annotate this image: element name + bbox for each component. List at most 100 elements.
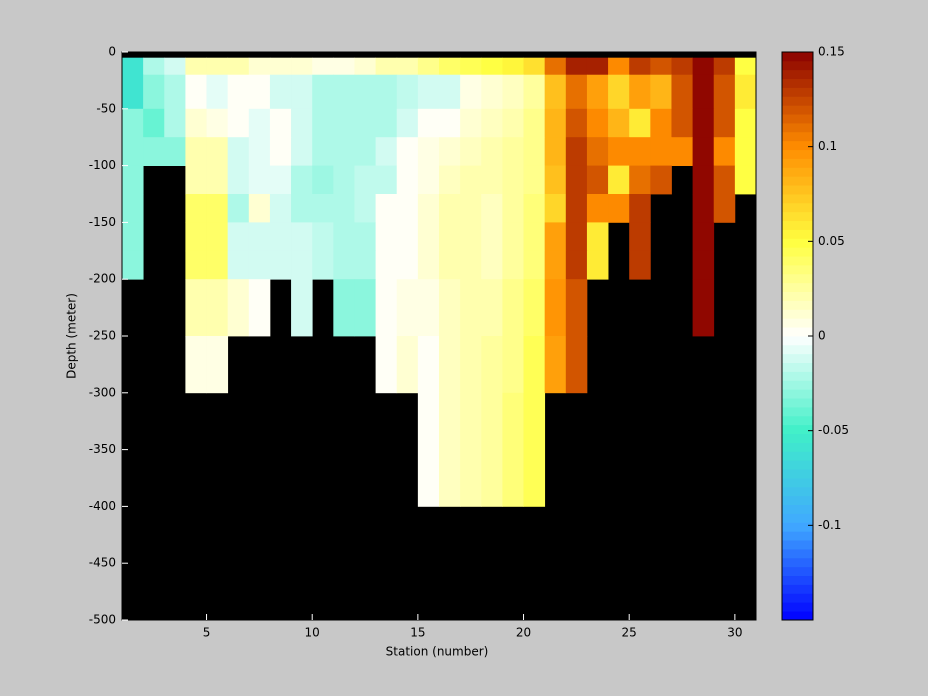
heat-cell bbox=[291, 57, 313, 76]
heat-cell bbox=[608, 137, 630, 166]
heat-cell bbox=[164, 57, 186, 76]
colorbar-swatch bbox=[782, 87, 813, 97]
heat-cell bbox=[417, 74, 440, 110]
heat-cell bbox=[439, 222, 461, 252]
heat-cell bbox=[206, 194, 229, 223]
heat-cell bbox=[481, 222, 503, 252]
heat-cell bbox=[291, 279, 313, 337]
heat-cell bbox=[269, 74, 292, 110]
heat-cell bbox=[629, 194, 651, 223]
colorbar-swatch bbox=[782, 140, 813, 151]
y-tick-label: -50 bbox=[96, 101, 116, 115]
x-tick-label: 30 bbox=[727, 626, 742, 640]
heat-cell bbox=[312, 194, 334, 223]
heat-cell bbox=[713, 108, 736, 138]
heat-cell bbox=[481, 392, 503, 507]
heat-cell bbox=[565, 336, 588, 394]
colorbar-swatch bbox=[782, 202, 813, 213]
heat-cell bbox=[565, 279, 588, 337]
heat-cell bbox=[227, 279, 250, 337]
heat-cell bbox=[481, 250, 503, 280]
heat-cell bbox=[544, 250, 567, 280]
y-tick-label: -200 bbox=[89, 272, 116, 286]
colorbar-swatch bbox=[782, 78, 813, 88]
heat-cell bbox=[248, 137, 271, 166]
colorbar-swatch bbox=[782, 194, 813, 204]
heat-cell bbox=[523, 74, 546, 110]
heat-cell bbox=[375, 194, 398, 223]
colorbar-swatch bbox=[782, 478, 813, 488]
colorbar-swatch bbox=[782, 105, 813, 115]
colorbar-swatch bbox=[782, 309, 813, 319]
heat-cell bbox=[523, 57, 546, 76]
colorbar-swatch bbox=[782, 584, 813, 594]
heat-cell bbox=[544, 57, 567, 76]
y-tick-label: -150 bbox=[89, 215, 116, 229]
heat-cell bbox=[206, 250, 229, 280]
colorbar-swatch bbox=[782, 265, 813, 275]
heat-cell bbox=[460, 165, 482, 195]
heat-cell bbox=[692, 57, 715, 76]
heat-cell bbox=[248, 74, 271, 110]
heat-cell bbox=[544, 108, 567, 138]
heat-cell bbox=[439, 108, 461, 138]
heat-cell bbox=[586, 108, 609, 138]
heat-cell bbox=[481, 165, 503, 195]
colorbar-swatch bbox=[782, 69, 813, 80]
heat-cell bbox=[586, 74, 609, 110]
heat-cell bbox=[333, 74, 355, 110]
heat-cell bbox=[460, 336, 482, 394]
heat-cell bbox=[143, 57, 165, 76]
heat-cell bbox=[312, 108, 334, 138]
colorbar-swatch bbox=[782, 114, 813, 124]
heat-cell bbox=[396, 165, 419, 195]
heat-cell bbox=[291, 194, 313, 223]
colorbar-swatch bbox=[782, 327, 813, 337]
heat-cell bbox=[460, 392, 482, 507]
heat-cell bbox=[248, 108, 271, 138]
heat-cell bbox=[713, 137, 736, 166]
heat-cell bbox=[396, 74, 419, 110]
heat-cell bbox=[227, 57, 250, 76]
heat-cell bbox=[692, 250, 715, 280]
heat-cell bbox=[544, 137, 567, 166]
colorbar-swatch bbox=[782, 300, 813, 310]
heat-cell bbox=[206, 108, 229, 138]
heat-cell bbox=[333, 222, 355, 252]
heat-cell bbox=[502, 194, 524, 223]
heat-cell bbox=[608, 74, 630, 110]
heat-cell bbox=[375, 74, 398, 110]
heat-cell bbox=[206, 74, 229, 110]
y-tick-label: -100 bbox=[89, 158, 116, 172]
colorbar-swatch bbox=[782, 549, 813, 559]
heat-cell bbox=[692, 165, 715, 195]
heat-cell bbox=[523, 392, 546, 507]
heat-cell bbox=[481, 279, 503, 337]
heat-cell bbox=[354, 165, 376, 195]
colorbar-swatch bbox=[782, 123, 813, 133]
heat-cell bbox=[565, 108, 588, 138]
heat-cell bbox=[460, 57, 482, 76]
heat-cell bbox=[417, 392, 440, 507]
heat-cell bbox=[396, 250, 419, 280]
heat-cell bbox=[692, 194, 715, 223]
heat-cell bbox=[312, 74, 334, 110]
heat-cell bbox=[354, 57, 376, 76]
colorbar-swatch bbox=[782, 220, 813, 230]
heat-cell bbox=[122, 165, 144, 195]
heat-cell bbox=[248, 194, 271, 223]
heat-cell bbox=[692, 74, 715, 110]
colorbar-swatch bbox=[782, 247, 813, 257]
heat-cell bbox=[417, 222, 440, 252]
heat-cell bbox=[544, 194, 567, 223]
heat-cell bbox=[333, 279, 355, 337]
heat-cell bbox=[185, 222, 207, 252]
heat-cell bbox=[396, 108, 419, 138]
heat-cell bbox=[206, 137, 229, 166]
heat-cell bbox=[122, 57, 144, 76]
heat-cell bbox=[164, 137, 186, 166]
heat-cell bbox=[291, 74, 313, 110]
y-tick-label: -500 bbox=[89, 613, 116, 627]
heat-cell bbox=[122, 222, 144, 252]
